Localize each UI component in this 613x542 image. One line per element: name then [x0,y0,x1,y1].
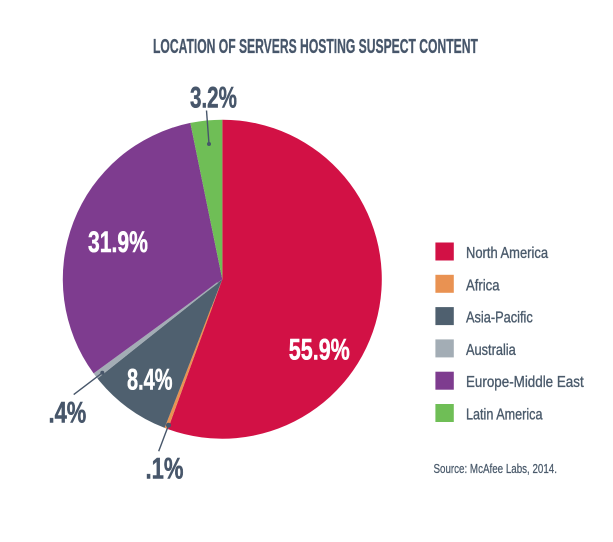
svg-text:Source: McAfee Labs, 2014.: Source: McAfee Labs, 2014. [434,462,557,477]
svg-text:8.4%: 8.4% [127,364,172,397]
svg-text:North America: North America [466,245,549,263]
svg-text:3.2%: 3.2% [190,82,237,115]
svg-text:.1%: .1% [146,451,184,485]
svg-text:Australia: Australia [466,342,517,360]
svg-text:Asia-Pacific: Asia-Pacific [466,309,533,327]
svg-text:.4%: .4% [49,395,87,429]
svg-text:Europe-Middle East: Europe-Middle East [466,374,584,391]
svg-text:LOCATION OF SERVERS HOSTING SU: LOCATION OF SERVERS HOSTING SUSPECT CONT… [153,35,478,58]
svg-text:55.9%: 55.9% [289,332,350,366]
svg-text:31.9%: 31.9% [88,227,148,259]
svg-text:Africa: Africa [466,277,500,294]
svg-text:Latin America: Latin America [466,406,543,424]
